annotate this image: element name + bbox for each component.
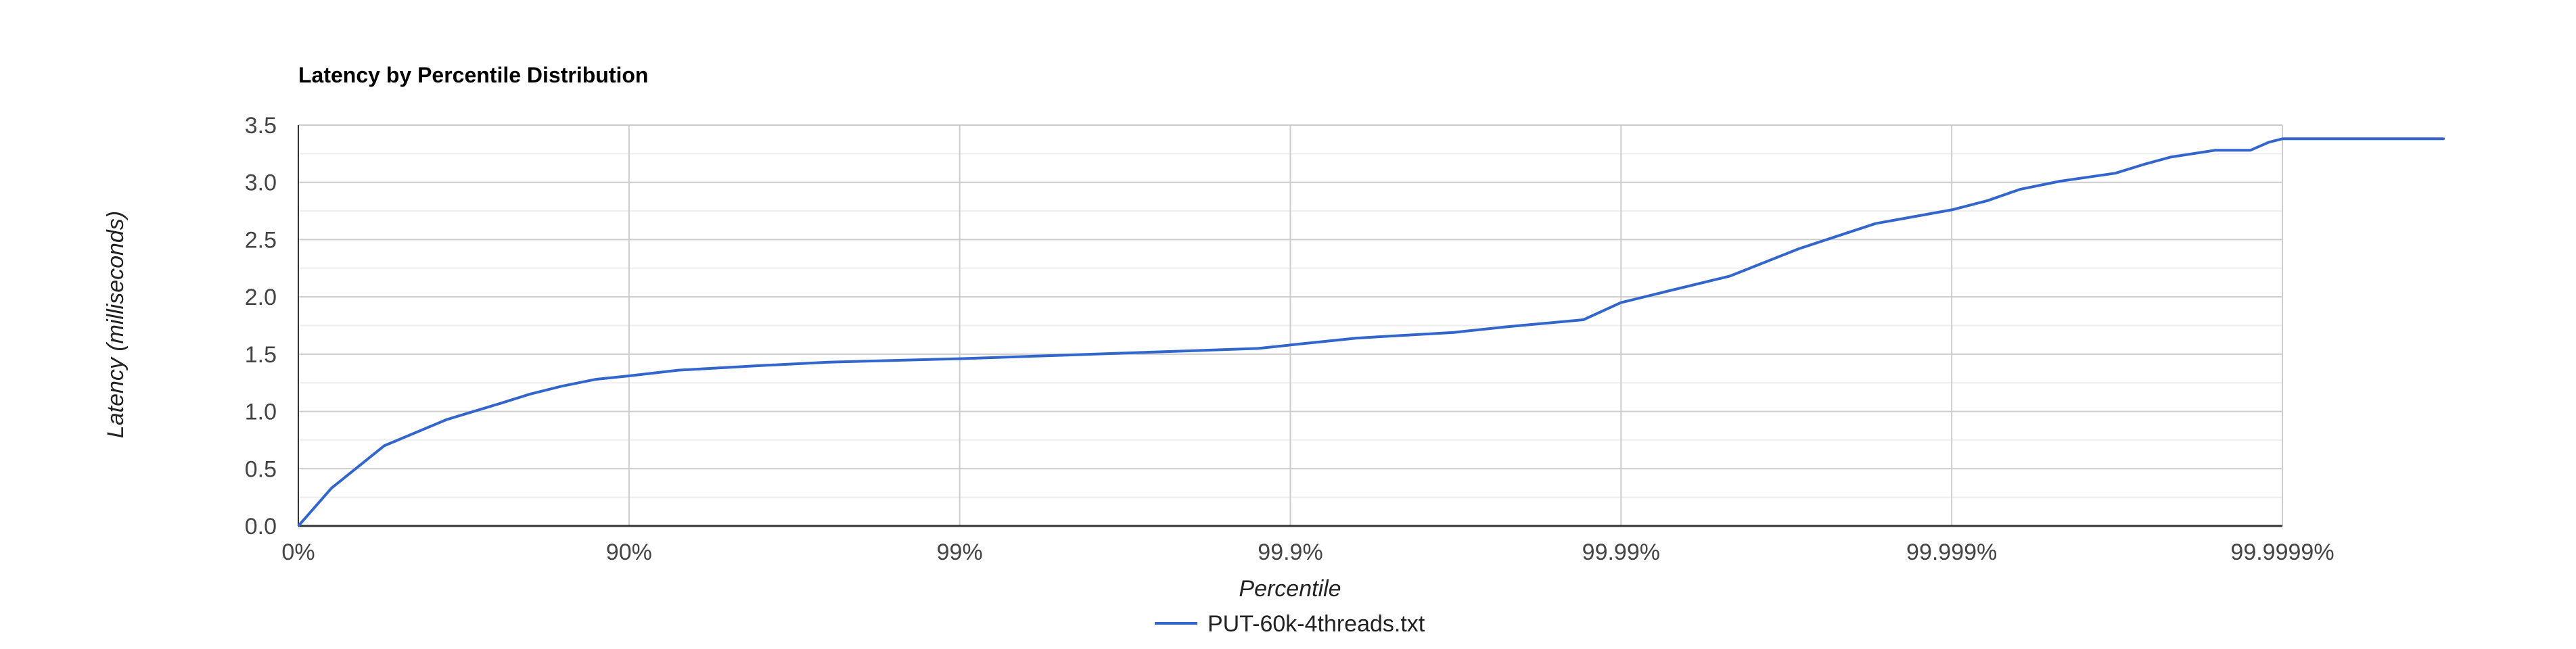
x-tick-label: 99.99% xyxy=(1582,539,1660,565)
y-tick-label: 0.0 xyxy=(245,514,277,539)
y-axis-title: Latency (milliseconds) xyxy=(103,211,129,438)
y-tick-label: 3.0 xyxy=(245,170,277,196)
y-tick-label: 0.5 xyxy=(245,456,277,482)
series-line xyxy=(297,137,2445,527)
y-tick-label: 3.5 xyxy=(245,113,277,139)
grid-layer xyxy=(298,124,2283,526)
x-tick-label: 90% xyxy=(606,539,652,565)
y-tick-label: 1.5 xyxy=(245,342,277,368)
x-axis-title: Percentile xyxy=(1239,576,1341,602)
x-tick-label: 99.999% xyxy=(1906,539,1997,565)
axis-layer: 0.0 0.5 1.0 1.5 2.0 2.5 3.0 3.5 0% 90% 99% 99.9% 99.… xyxy=(245,113,2334,565)
chart-title: Latency by Percentile Distribution xyxy=(298,63,648,87)
y-tick-label: 2.0 xyxy=(245,285,277,310)
x-tick-label: 0% xyxy=(281,539,315,565)
legend-label: PUT-60k-4threads.txt xyxy=(1208,611,1425,637)
x-tick-label: 99% xyxy=(937,539,983,565)
series-layer xyxy=(297,137,2445,527)
x-tick-label: 99.9999% xyxy=(2230,539,2334,565)
y-tick-label: 1.0 xyxy=(245,400,277,425)
y-tick-label: 2.5 xyxy=(245,227,277,253)
legend: PUT-60k-4threads.txt xyxy=(1155,611,1425,637)
x-tick-label: 99.9% xyxy=(1258,539,1322,565)
